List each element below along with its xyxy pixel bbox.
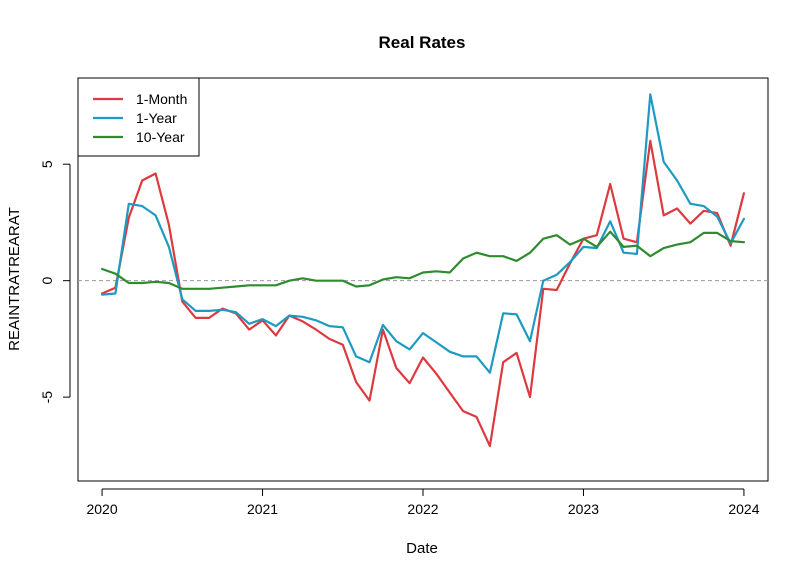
x-tick-label: 2022	[407, 501, 438, 517]
x-tick-label: 2023	[568, 501, 599, 517]
y-axis-label: REAINTRATREARAT	[6, 207, 23, 351]
y-tick-label: 5	[39, 160, 55, 168]
series-layer	[100, 93, 746, 448]
y-tick-label: -5	[39, 391, 55, 404]
x-axis-ticks: 2020 2021 2022 2023 2024	[86, 489, 760, 517]
x-axis-label: Date	[406, 540, 438, 557]
legend: 1-Month 1-Year 10-Year	[77, 77, 200, 157]
y-axis-ticks: -5 0 5	[39, 160, 70, 403]
x-tick-label: 2021	[247, 501, 278, 517]
x-tick-label: 2020	[86, 501, 117, 517]
series-line-1	[100, 139, 746, 448]
plot-area-frame	[77, 77, 769, 482]
legend-label-1: 1-Month	[136, 91, 187, 107]
y-tick-label: 0	[39, 277, 55, 285]
series-line-2	[100, 93, 746, 374]
x-tick-label: 2024	[728, 501, 759, 517]
legend-label-3: 10-Year	[136, 129, 185, 145]
legend-label-2: 1-Year	[136, 110, 177, 126]
chart-title: Real Rates	[379, 33, 466, 52]
series-line-3	[100, 230, 746, 290]
